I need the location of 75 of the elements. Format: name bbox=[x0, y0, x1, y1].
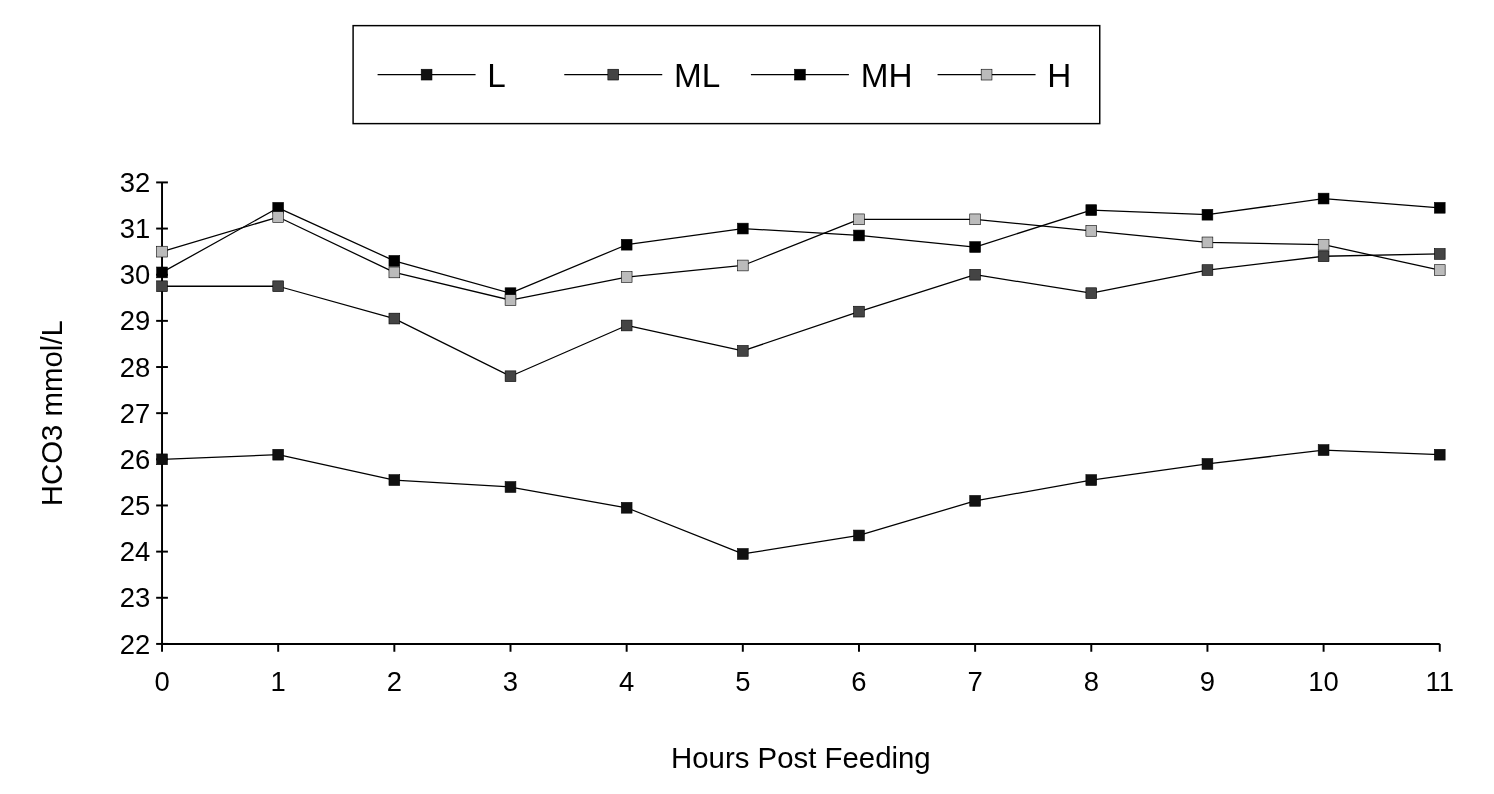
y-tick-label: 31 bbox=[119, 213, 151, 245]
point bbox=[388, 312, 401, 325]
point bbox=[969, 241, 981, 253]
y-axis-title: HCO3 mmol/L bbox=[35, 320, 69, 507]
point bbox=[156, 453, 168, 466]
point bbox=[504, 370, 517, 382]
point bbox=[1317, 239, 1330, 251]
point bbox=[504, 294, 517, 306]
point bbox=[853, 305, 865, 318]
legend-label: H bbox=[1047, 57, 1072, 95]
y-tick-label: 26 bbox=[119, 443, 151, 475]
x-tick-label: 7 bbox=[967, 665, 983, 697]
point bbox=[272, 280, 284, 292]
point bbox=[969, 495, 981, 507]
point bbox=[1201, 458, 1214, 470]
point bbox=[1434, 264, 1446, 276]
y-tick-label: 27 bbox=[119, 397, 151, 429]
point bbox=[1201, 209, 1214, 221]
point bbox=[388, 474, 401, 486]
point bbox=[737, 548, 749, 560]
point bbox=[853, 229, 865, 242]
x-tick-label: 1 bbox=[270, 665, 286, 697]
legend-label: ML bbox=[674, 57, 721, 95]
x-tick-label: 9 bbox=[1199, 665, 1216, 697]
point bbox=[156, 266, 168, 279]
point bbox=[272, 449, 284, 461]
y-tick-label: 25 bbox=[119, 490, 151, 522]
point bbox=[1434, 248, 1446, 260]
x-tick-label: 2 bbox=[386, 665, 402, 697]
point bbox=[737, 345, 749, 357]
point bbox=[620, 502, 633, 514]
y-tick-label: 32 bbox=[119, 167, 151, 199]
point bbox=[853, 529, 865, 542]
point bbox=[1317, 250, 1330, 262]
x-tick-label: 6 bbox=[851, 665, 867, 697]
point bbox=[504, 481, 517, 493]
point bbox=[1085, 225, 1097, 237]
y-tick-label: 23 bbox=[119, 582, 151, 614]
y-tick-label: 30 bbox=[119, 259, 151, 291]
point bbox=[388, 255, 401, 267]
x-tick-label: 4 bbox=[619, 665, 635, 697]
x-axis-title: Hours Post Feeding bbox=[671, 741, 931, 775]
legend-label: MH bbox=[860, 57, 913, 95]
point bbox=[272, 211, 284, 223]
point bbox=[1434, 449, 1446, 461]
point bbox=[156, 280, 168, 292]
point bbox=[1085, 474, 1097, 486]
legend-label: L bbox=[487, 57, 506, 95]
y-tick-label: 22 bbox=[119, 628, 151, 660]
point bbox=[1085, 204, 1097, 216]
y-tick-label: 29 bbox=[119, 305, 151, 337]
point bbox=[737, 259, 749, 272]
point bbox=[969, 269, 981, 281]
point bbox=[737, 222, 749, 235]
x-tick-label: 3 bbox=[502, 665, 519, 697]
point bbox=[969, 213, 981, 226]
point bbox=[853, 213, 865, 226]
y-tick-label: 24 bbox=[119, 536, 151, 568]
point bbox=[620, 319, 633, 332]
point bbox=[1201, 264, 1214, 276]
y-tick-label: 28 bbox=[119, 351, 151, 383]
point bbox=[620, 271, 633, 283]
point bbox=[1201, 236, 1214, 249]
point bbox=[1434, 202, 1446, 214]
x-tick-label: 11 bbox=[1425, 665, 1454, 697]
point bbox=[1317, 444, 1330, 456]
x-tick-label: 8 bbox=[1083, 665, 1099, 697]
x-tick-label: 0 bbox=[154, 665, 170, 697]
x-tick-label: 5 bbox=[735, 665, 751, 697]
point bbox=[1317, 192, 1330, 205]
point bbox=[1085, 287, 1097, 299]
point bbox=[156, 245, 168, 258]
x-tick-label: 10 bbox=[1308, 665, 1339, 697]
point bbox=[620, 239, 633, 251]
point bbox=[388, 266, 401, 279]
